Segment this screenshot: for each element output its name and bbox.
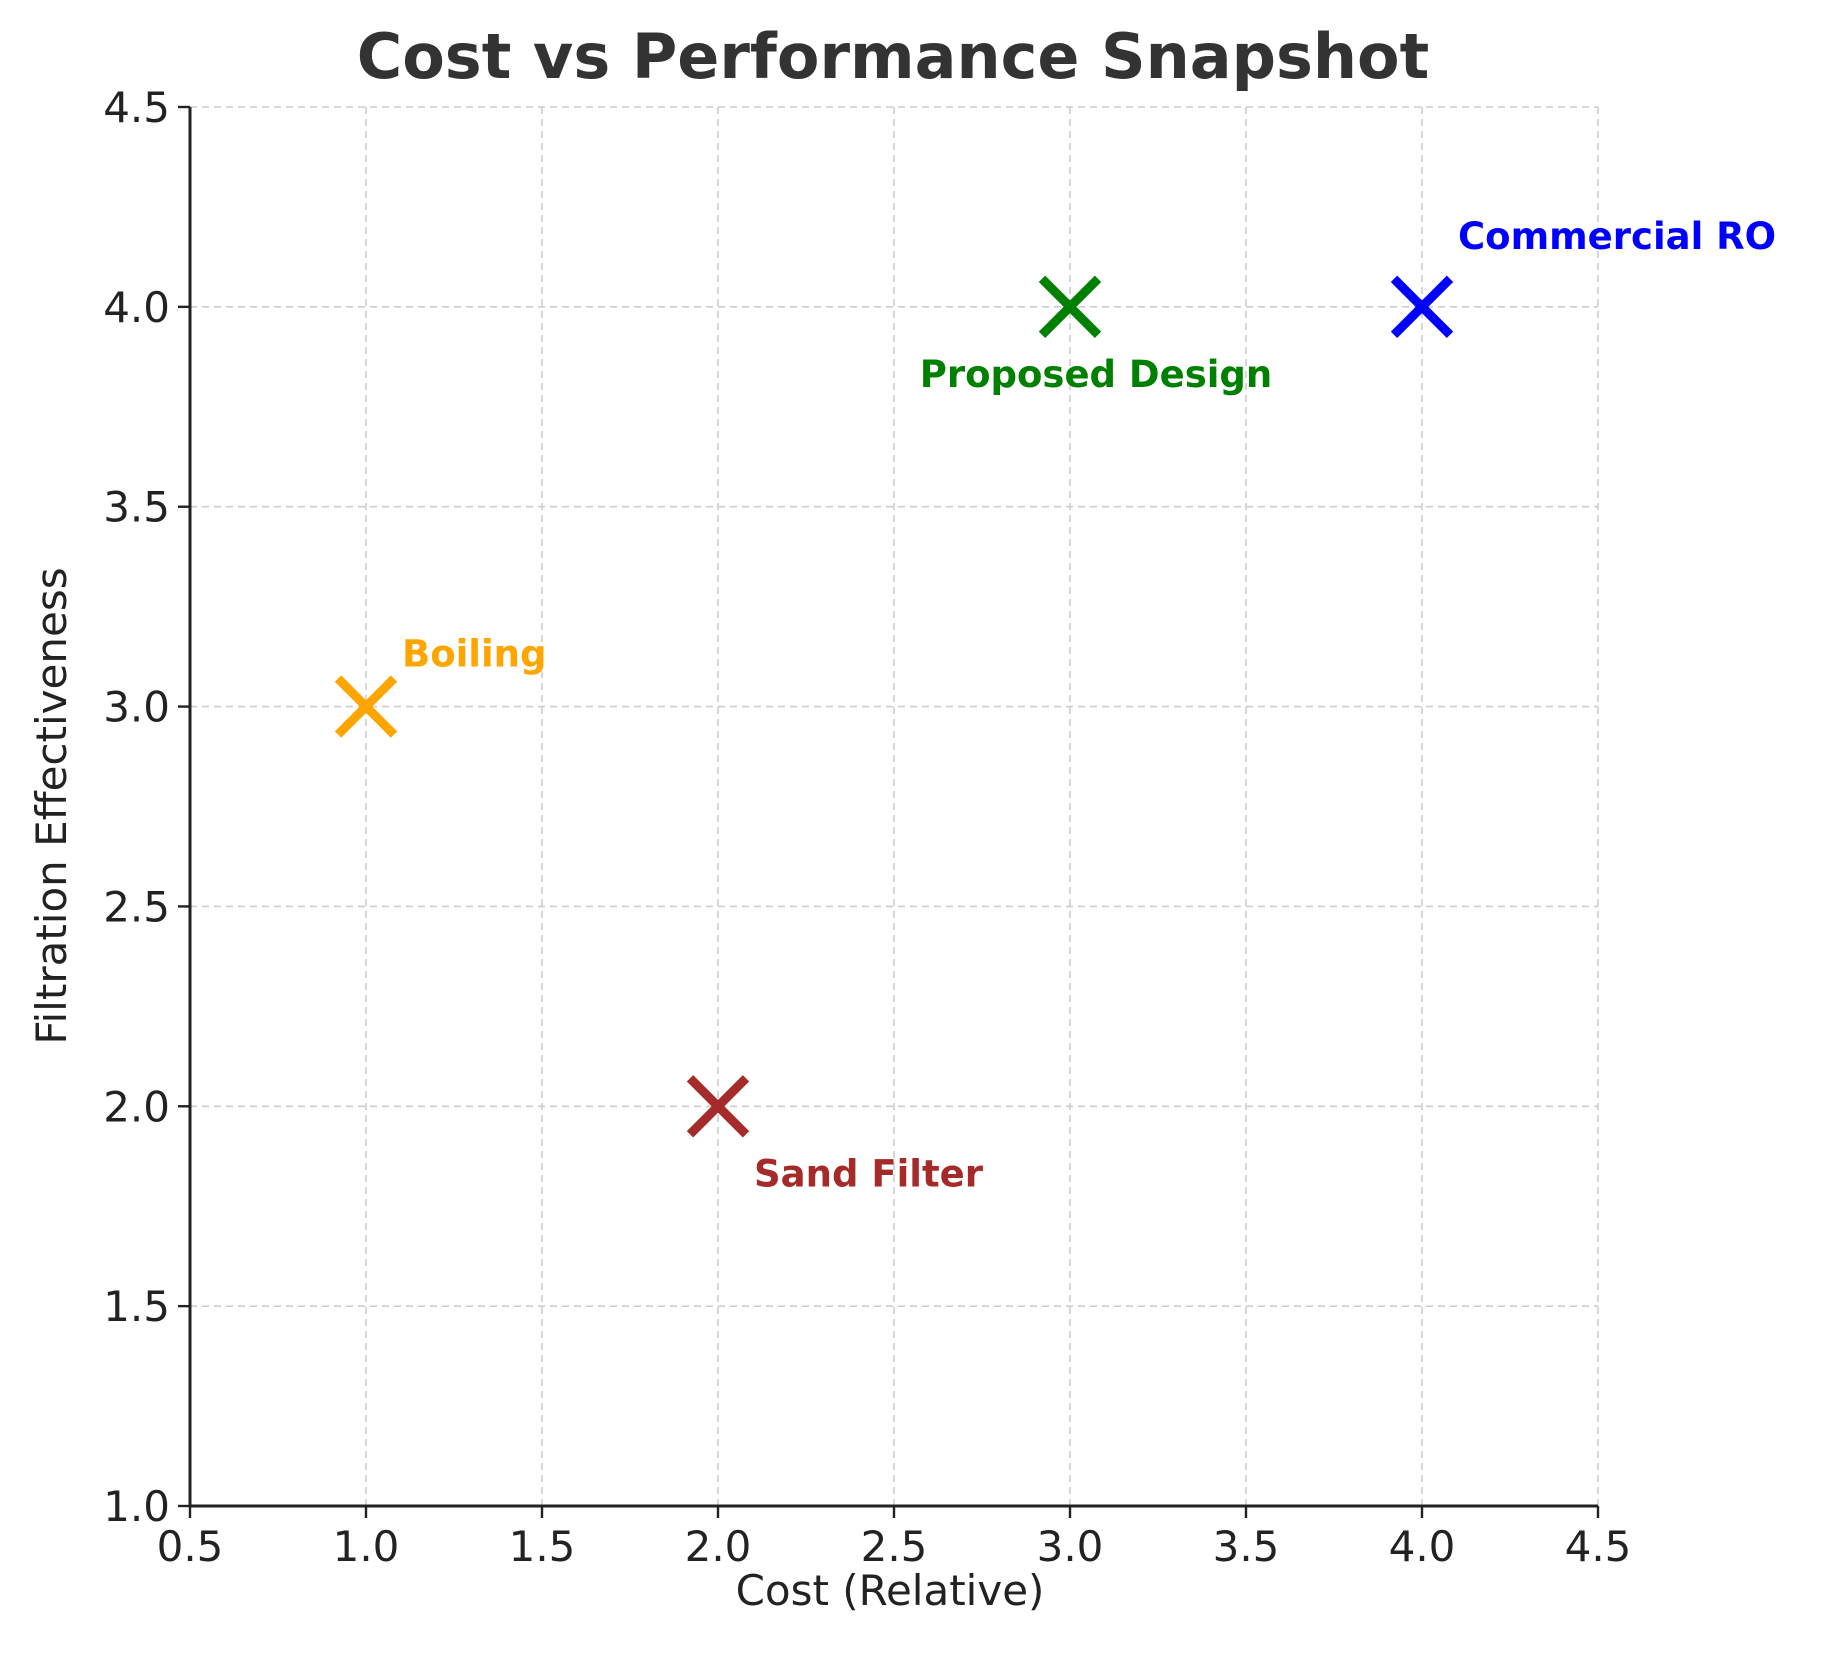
x-tick-label: 2.5 — [861, 1522, 928, 1571]
x-tick-label: 1.5 — [509, 1522, 576, 1571]
y-tick-label: 4.5 — [103, 83, 170, 132]
data-point-marker — [334, 675, 398, 738]
marker-stroke — [1390, 275, 1454, 339]
data-point-marker — [1038, 275, 1102, 339]
data-point-label: Boiling — [402, 633, 547, 676]
axes — [178, 105, 1600, 1518]
x-tick-label: 4.5 — [1565, 1522, 1632, 1571]
grid-lines — [189, 106, 1599, 1507]
data-point-marker — [1390, 275, 1454, 339]
x-tick-label: 4.0 — [1389, 1522, 1456, 1571]
data-point-label: Commercial RO — [1458, 215, 1776, 258]
chart-title: Cost vs Performance Snapshot — [357, 20, 1430, 93]
y-tick-label: 1.0 — [103, 1482, 170, 1531]
point-annotations: Boiling Sand Filter Proposed Design Commerc… — [402, 215, 1776, 1195]
x-tick-label: 0.5 — [157, 1522, 224, 1571]
y-tick-label: 3.0 — [103, 683, 170, 732]
data-point-marker — [686, 1075, 750, 1138]
data-point-label: Sand Filter — [754, 1152, 984, 1195]
marker-stroke — [1038, 275, 1102, 339]
marker-stroke — [334, 675, 398, 738]
y-tick-label: 3.5 — [103, 483, 170, 532]
marker-stroke — [686, 1075, 750, 1138]
x-tick-label: 3.5 — [1213, 1522, 1280, 1571]
x-tick-label: 3.0 — [1037, 1522, 1104, 1571]
data-points — [334, 275, 1454, 1138]
tick-labels: 0.5 1.0 1.5 2.0 2.5 3.0 3.5 4.0 4.51.01.52.02.53… — [103, 83, 1631, 1571]
y-tick-label: 2.0 — [103, 1082, 170, 1131]
y-tick-label: 4.0 — [103, 283, 170, 332]
x-tick-label: 1.0 — [333, 1522, 400, 1571]
data-point-label: Proposed Design — [920, 353, 1273, 396]
x-axis-label: Cost (Relative) — [736, 1566, 1045, 1615]
y-axis-label: Filtration Effectiveness — [27, 567, 76, 1044]
x-tick-label: 2.0 — [685, 1522, 752, 1571]
y-tick-label: 1.5 — [103, 1282, 170, 1331]
y-tick-label: 2.5 — [103, 882, 170, 931]
